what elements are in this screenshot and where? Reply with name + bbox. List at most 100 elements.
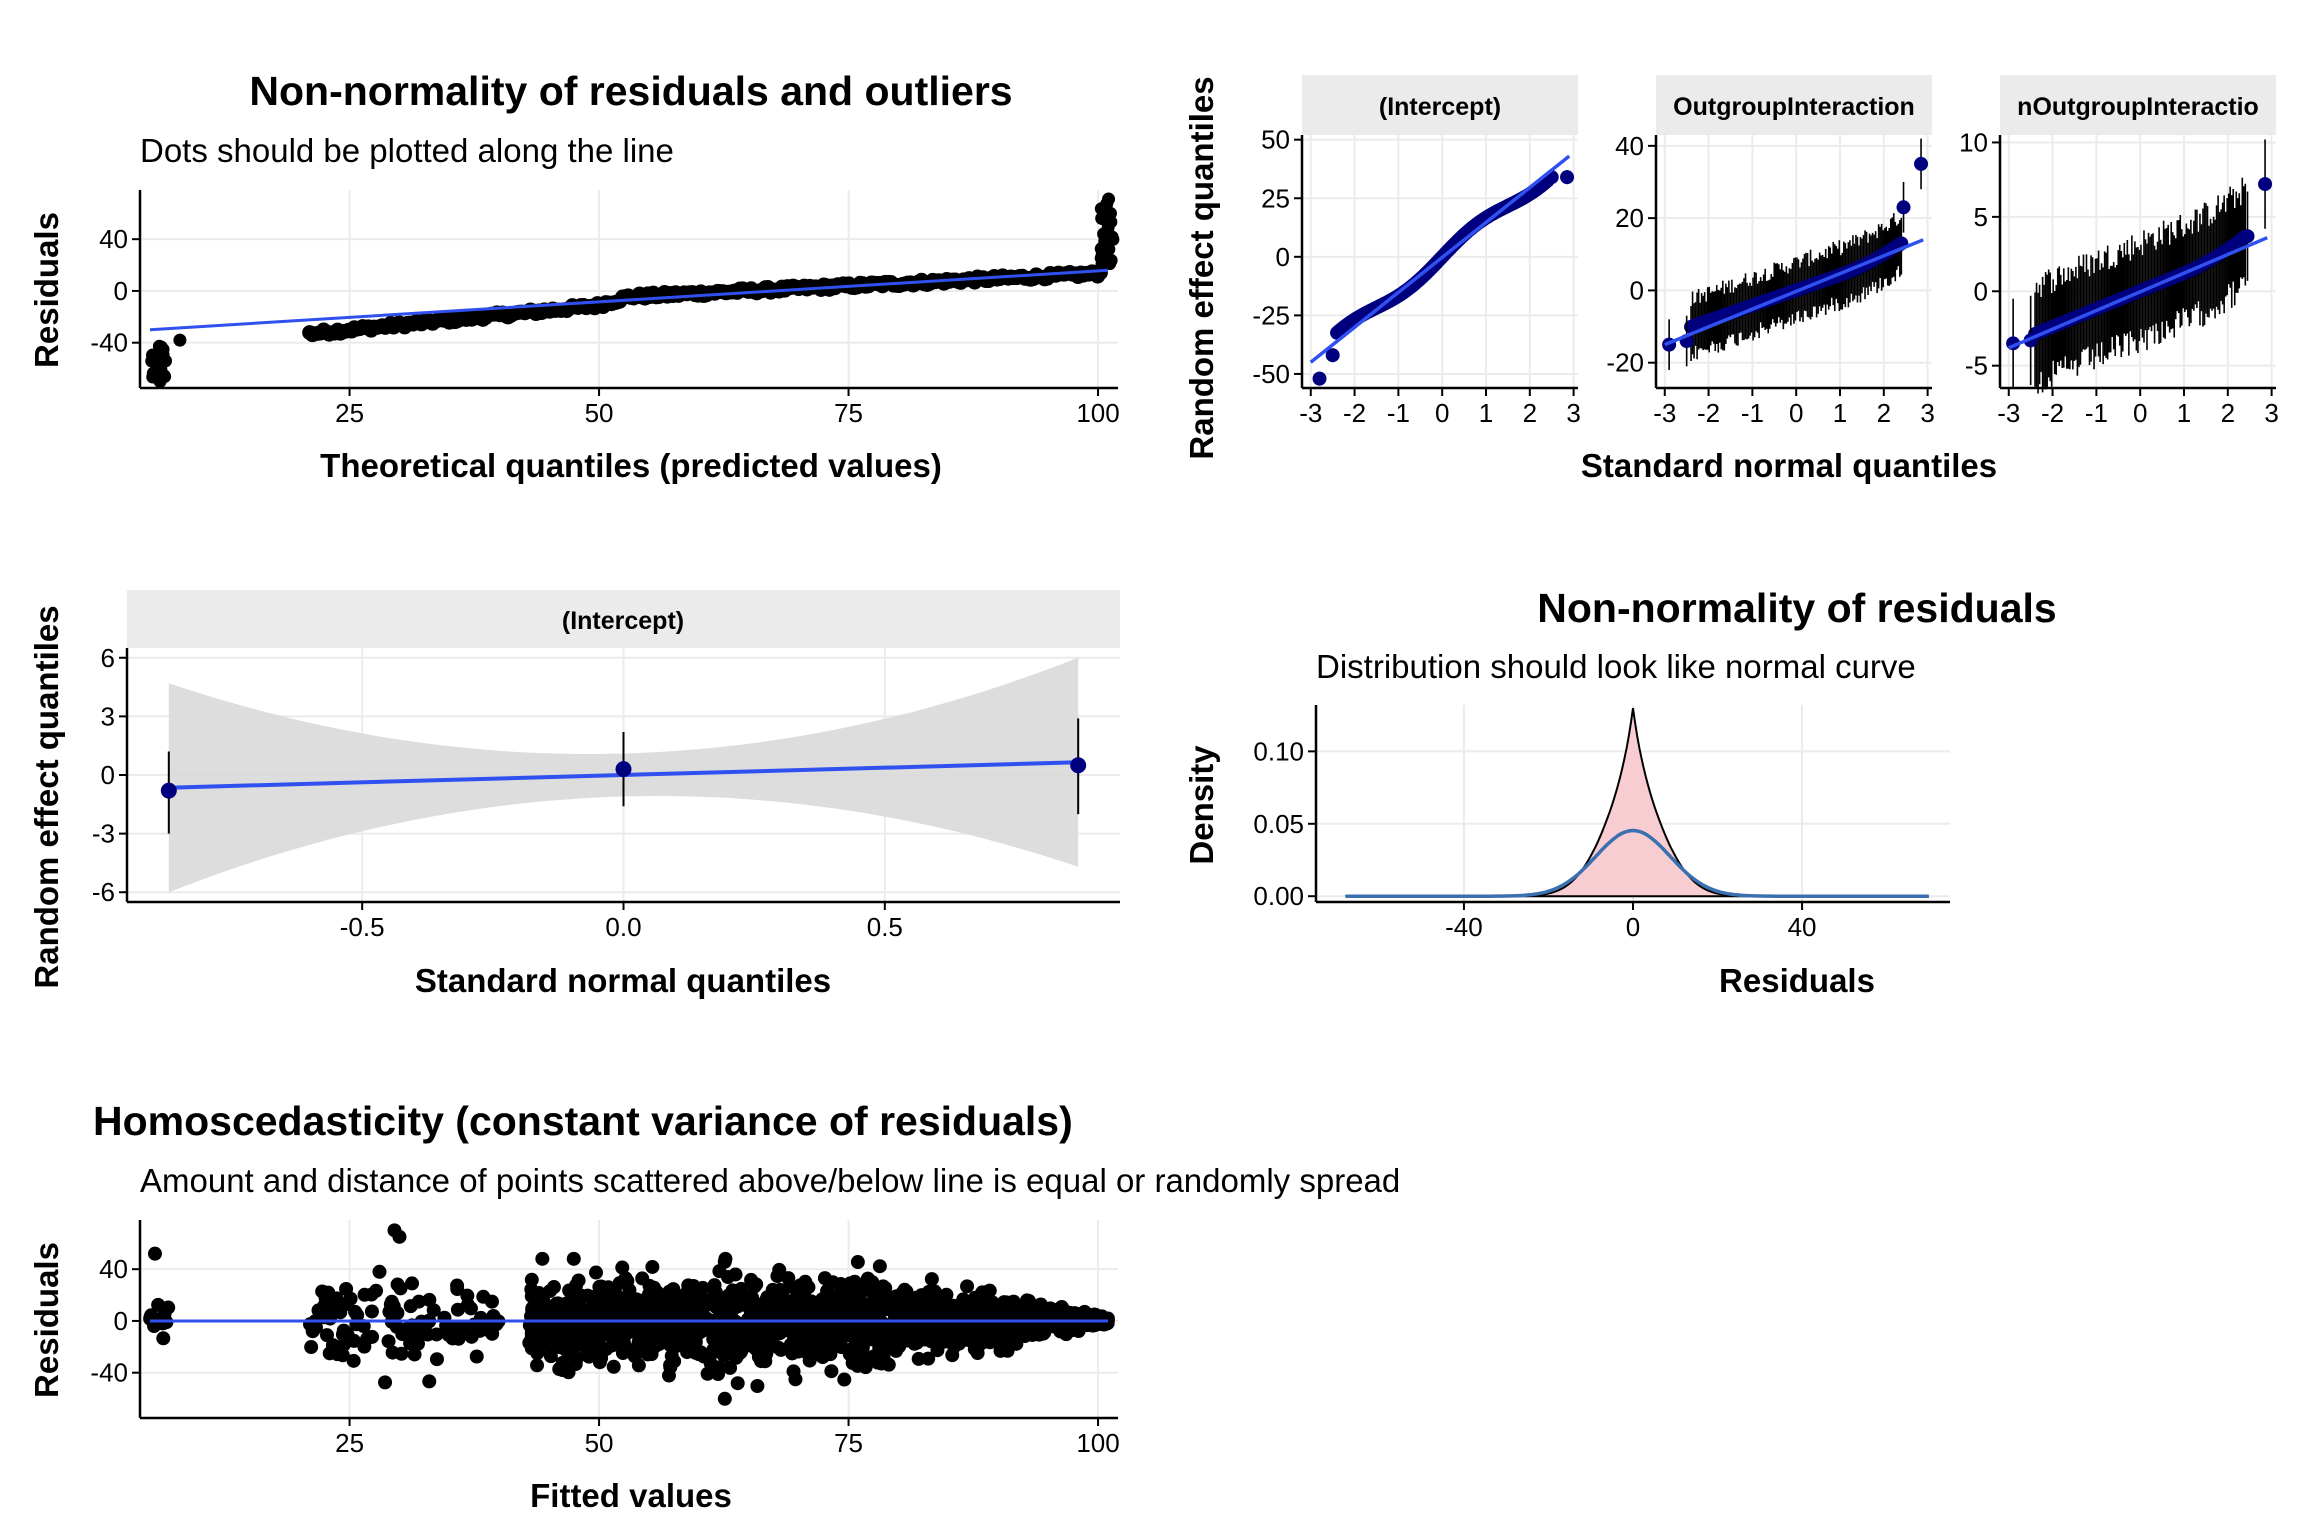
data-point: [781, 1271, 796, 1286]
data-point: [613, 1304, 628, 1319]
data-point: [154, 351, 168, 365]
data-point: [450, 1278, 465, 1293]
y-tick-label: -25: [1252, 300, 1290, 330]
x-axis-label: Theoretical quantiles (predicted values): [320, 447, 942, 484]
data-point: [594, 1351, 609, 1366]
data-point: [696, 1349, 711, 1364]
data-point: [892, 1327, 907, 1342]
data-point: [850, 1358, 865, 1373]
data-point: [616, 1331, 631, 1346]
data-point: [1325, 348, 1340, 363]
data-point: [680, 1345, 695, 1360]
chart-subtitle: Dots should be plotted along the line: [140, 132, 674, 169]
fit-line-segment: [149, 268, 1109, 332]
data-point: [759, 1345, 774, 1360]
data-point: [750, 1378, 765, 1393]
x-tick-label: 1: [2177, 398, 2191, 428]
data-point: [544, 1305, 559, 1320]
x-tick-label: 2: [2221, 398, 2235, 428]
data-point: [832, 1298, 847, 1313]
data-point: [655, 1291, 670, 1306]
x-tick-label: 0: [1626, 912, 1640, 942]
data-point: [662, 1302, 677, 1317]
x-tick-label: 2: [1523, 398, 1537, 428]
data-point: [1009, 1328, 1024, 1343]
data-point: [771, 1340, 786, 1355]
data-point: [785, 1346, 800, 1361]
x-tick-label: 3: [1566, 398, 1580, 428]
data-point: [731, 1295, 746, 1310]
y-tick-label: 25: [1261, 183, 1290, 213]
y-tick-label: 0: [1276, 242, 1290, 272]
normal-curve: [1345, 828, 1929, 898]
data-point: [860, 1324, 875, 1339]
panel-residual-density: Non-normality of residuals Distribution …: [1183, 585, 2057, 999]
panel-homoscedasticity: Homoscedasticity (constant variance of r…: [28, 1098, 1400, 1514]
data-point: [615, 761, 632, 778]
chart-subtitle: Distribution should look like normal cur…: [1316, 648, 1916, 685]
data-point: [339, 1281, 354, 1296]
x-tick-label: 3: [1920, 398, 1934, 428]
x-tick-label: 100: [1076, 1428, 1119, 1458]
x-tick-label: 100: [1076, 398, 1119, 428]
data-point: [1071, 1323, 1086, 1338]
x-tick-label: 50: [585, 398, 614, 428]
data-point: [405, 1276, 420, 1291]
x-tick-label: -0.5: [340, 912, 385, 942]
data-point: [921, 1329, 936, 1344]
x-tick-label: -1: [1741, 398, 1764, 428]
data-point: [411, 1294, 426, 1309]
data-point: [627, 1349, 642, 1364]
data-point: [384, 1294, 399, 1309]
fit-line: [2008, 236, 2268, 350]
data-point: [947, 1325, 962, 1340]
y-tick-label: -6: [92, 877, 115, 907]
x-tick-label: 50: [585, 1428, 614, 1458]
data-point: [800, 1346, 815, 1361]
y-tick-label: -20: [1606, 348, 1644, 378]
data-point: [907, 1336, 922, 1351]
data-point: [772, 1262, 787, 1277]
data-point: [1896, 200, 1911, 215]
facet-strip: [1302, 75, 1578, 135]
chart-title: Homoscedasticity (constant variance of r…: [93, 1098, 1073, 1144]
data-point: [152, 339, 166, 353]
data-point: [924, 1272, 939, 1287]
data-point: [688, 1290, 703, 1305]
data-point: [535, 1251, 550, 1266]
data-point: [717, 1254, 732, 1269]
data-point: [968, 1290, 983, 1305]
data-point: [642, 1278, 657, 1293]
data-point: [591, 1338, 606, 1353]
x-tick-label: 3: [2264, 398, 2278, 428]
data-point: [846, 1343, 861, 1358]
x-tick-label: -1: [1387, 398, 1410, 428]
x-tick-label: 1: [1479, 398, 1493, 428]
x-tick-label: -2: [2041, 398, 2064, 428]
data-point: [394, 1346, 409, 1361]
data-point: [2258, 177, 2273, 192]
data-point: [986, 1299, 1001, 1314]
fit-line: [1664, 238, 1924, 347]
data-point: [785, 1294, 800, 1309]
data-point: [589, 1265, 604, 1280]
data-point: [586, 1304, 601, 1319]
data-point: [927, 1284, 942, 1299]
data-point: [1560, 170, 1575, 185]
data-point: [642, 1290, 657, 1305]
data-point: [624, 1306, 639, 1321]
data-point: [615, 1260, 630, 1275]
data-point: [393, 1281, 408, 1296]
data-point: [652, 1337, 667, 1352]
data-point: [732, 1321, 747, 1336]
x-tick-label: 25: [335, 398, 364, 428]
x-tick-label: 75: [834, 1428, 863, 1458]
data-point: [311, 1303, 326, 1318]
data-point: [365, 1329, 380, 1344]
chart-subtitle: Amount and distance of points scattered …: [140, 1162, 1400, 1199]
data-point: [407, 1347, 422, 1362]
